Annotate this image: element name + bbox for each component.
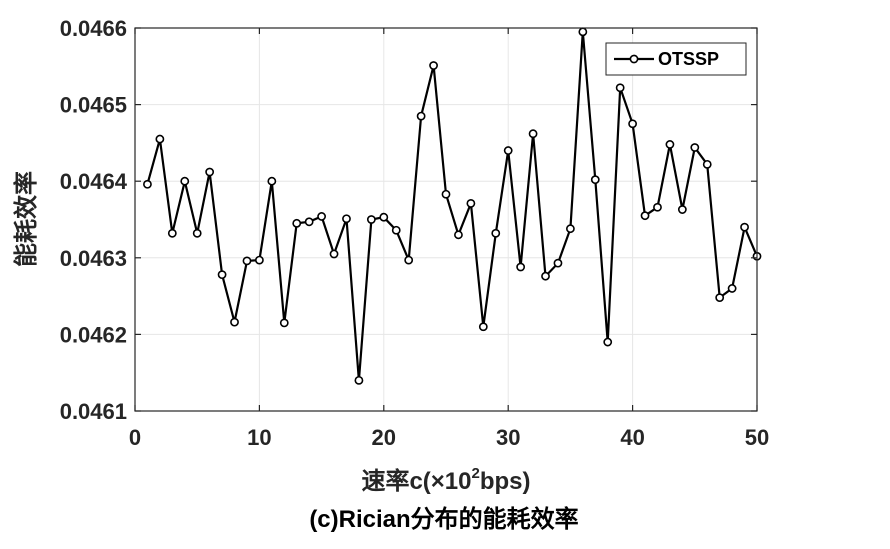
data-point [541,271,550,281]
x-tick-label: 30 [496,425,520,450]
data-point [317,212,326,221]
data-point [615,83,625,93]
x-axis-label-prefix: 速率c(×10 [361,467,471,495]
data-point [665,140,675,149]
data-series [143,27,762,385]
data-point [640,211,650,221]
data-point [441,189,451,199]
data-point [603,337,613,347]
x-tick-label: 10 [247,425,271,450]
data-point [155,134,165,144]
data-point [180,176,190,186]
data-point [628,119,637,129]
y-tick-label: 0.0462 [60,322,127,347]
data-point [230,317,239,327]
y-tick-label: 0.0465 [60,93,127,118]
legend-marker [629,54,639,64]
data-point [304,217,314,227]
data-point [653,202,662,212]
data-point [279,318,289,328]
data-point [491,228,501,238]
plot-frame [134,27,758,412]
data-point [478,322,488,332]
y-tick-label: 0.0464 [60,169,128,194]
data-point [143,179,152,189]
data-point [677,205,687,214]
data-point [292,218,302,228]
figure-caption: (c)Rician分布的能耗效率 [309,505,578,533]
data-point [590,175,600,185]
x-tick-label: 40 [620,425,644,450]
data-point [416,111,426,121]
data-point [528,129,538,139]
data-point [466,199,476,208]
x-axis-label-suffix: bps) [480,468,531,495]
data-point [391,225,401,235]
data-point [702,159,712,169]
data-point [366,215,376,224]
data-point [354,375,364,385]
data-point [379,212,389,222]
data-point [454,230,463,240]
data-point [727,284,737,293]
data-point [242,256,252,266]
legend-label: OTSSP [658,49,719,69]
data-point [578,27,588,37]
data-point [329,249,339,259]
data-point [217,270,227,280]
y-axis-label: 能耗效率 [12,171,40,267]
legend: OTSSP [605,42,747,76]
data-point [503,146,513,155]
data-point [740,222,749,232]
data-point [553,258,563,268]
data-point [205,167,215,177]
data-point [404,255,414,265]
data-point [566,224,575,234]
axis-ticks: 0 10 20 30 40 50 0.0461 0.0462 0.0463 0.0464 0.046… [60,16,770,450]
data-point [690,143,700,152]
y-tick-label: 0.0463 [60,246,127,271]
x-axis-label: 速率c(×102bps) [361,465,530,495]
data-point [342,214,351,224]
x-tick-label: 20 [372,425,396,450]
data-point [715,293,725,303]
x-tick-label: 50 [745,425,769,450]
data-point [516,262,526,272]
y-tick-label: 0.0461 [60,399,127,424]
x-axis-label-superscript: 2 [472,465,480,482]
y-tick-label: 0.0466 [60,16,127,41]
data-point [267,176,277,186]
plot-background [135,28,757,411]
data-point [167,228,177,238]
data-point [192,228,202,238]
data-point [429,61,438,70]
x-tick-label: 0 [129,425,141,450]
data-point [254,255,264,265]
